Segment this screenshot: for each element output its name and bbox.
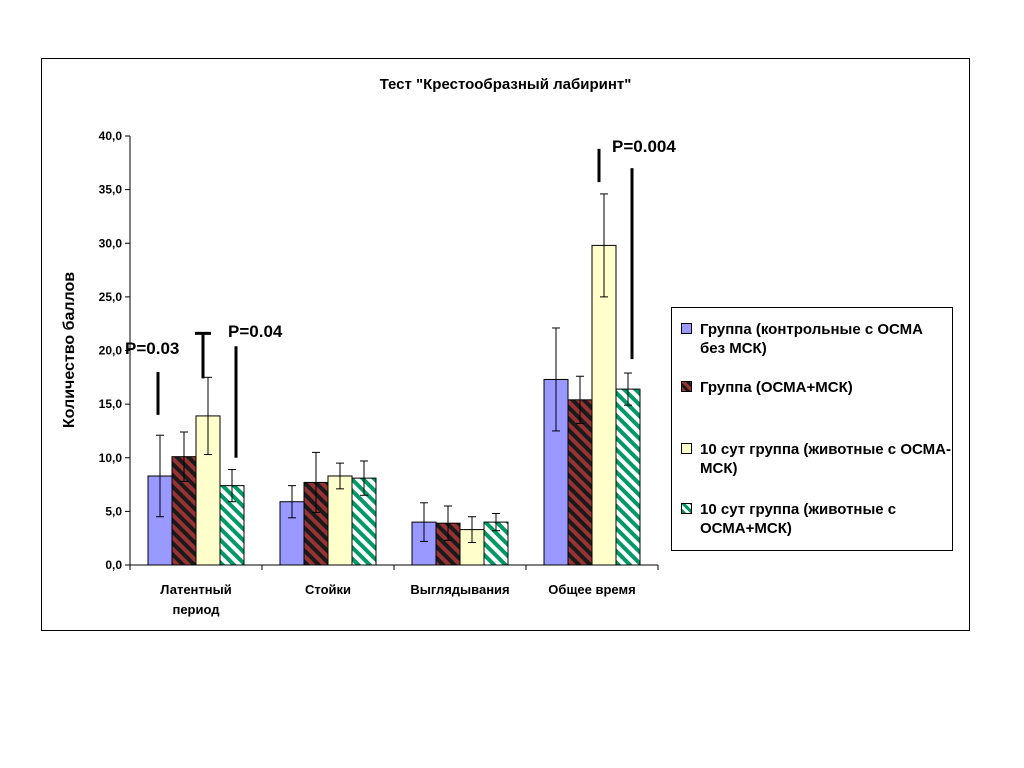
y-tick-label: 35,0 — [99, 183, 123, 197]
y-tick-label: 5,0 — [105, 504, 122, 518]
x-tick-label: Общее время — [527, 580, 657, 600]
legend-label: 10 сут группа (животные с ОСМА-МСК) — [700, 441, 951, 477]
legend-label: Группа (ОСМА+МСК) — [700, 379, 853, 396]
bar — [567, 399, 593, 566]
x-tick-label: Латентный период — [131, 580, 261, 620]
legend-item: Группа (ОСМА+МСК) — [681, 378, 853, 397]
y-tick-label: 15,0 — [99, 397, 123, 411]
y-axis-label: Количество баллов — [61, 271, 78, 429]
legend-swatch — [681, 323, 692, 334]
p-value-annotation: P=0.03 — [125, 339, 180, 358]
legend-item: 10 сут группа (животные с ОСМА-МСК) — [681, 440, 952, 478]
legend-swatch — [681, 381, 692, 392]
p-value-annotation: P=0.004 — [612, 137, 676, 156]
chart-title: Тест "Крестообразный лабиринт" — [379, 76, 632, 93]
y-tick-label: 20,0 — [99, 344, 123, 358]
x-tick-label: Стойки — [263, 580, 393, 600]
legend-label: 10 сут группа (животные с ОСМА+МСК) — [700, 501, 897, 537]
legend-swatch — [681, 503, 692, 514]
x-tick-label-text: Общее время — [548, 582, 636, 597]
legend: Группа (контрольные с ОСМА без МСК) Груп… — [671, 307, 953, 551]
y-tick-label: 30,0 — [99, 236, 123, 250]
bar — [615, 388, 641, 566]
p-value-annotation: P=0.04 — [228, 322, 283, 341]
x-tick-label: Выглядывания — [395, 580, 525, 600]
x-tick-label-text: Латентный период — [160, 582, 232, 617]
y-tick-label: 0,0 — [105, 558, 122, 572]
legend-swatch — [681, 443, 692, 454]
legend-item: Группа (контрольные с ОСМА без МСК) — [681, 320, 952, 358]
legend-item: 10 сут группа (животные с ОСМА+МСК) — [681, 500, 952, 538]
y-tick-label: 25,0 — [99, 290, 123, 304]
x-tick-label-text: Стойки — [304, 582, 351, 597]
x-tick-label-text: Выглядывания — [410, 582, 510, 597]
y-tick-label: 10,0 — [99, 451, 123, 465]
legend-label: Группа (контрольные с ОСМА без МСК) — [700, 321, 923, 357]
y-tick-label: 40,0 — [99, 129, 123, 143]
